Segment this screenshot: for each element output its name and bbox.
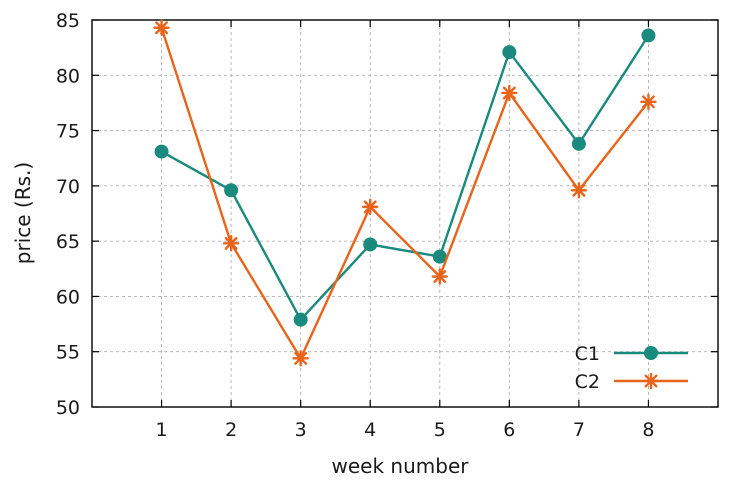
y-tick-label: 50: [56, 397, 80, 419]
plot-frame: [91, 19, 719, 408]
series-c2: [153, 19, 657, 367]
data-point-c1: [502, 45, 517, 60]
x-tick-label: 3: [295, 419, 307, 441]
series-line-c1: [160, 34, 650, 321]
data-point-c1: [224, 183, 239, 198]
series-layer: [153, 19, 657, 367]
data-point-c2: [153, 19, 170, 36]
data-point-c1: [154, 144, 169, 159]
y-tick-label: 55: [56, 342, 80, 364]
x-tick-label: 1: [156, 419, 168, 441]
y-tick-label: 70: [56, 176, 80, 198]
x-tick-label: 2: [225, 419, 237, 441]
series-line-c2: [160, 27, 650, 360]
y-tick-label: 85: [56, 10, 80, 32]
data-point-c1: [571, 136, 586, 151]
legend-marker-c1: [644, 346, 658, 360]
x-tick-label: 7: [573, 419, 585, 441]
y-tick-label: 75: [56, 121, 80, 143]
legend-label-c2: C2: [575, 371, 600, 393]
x-tick-label: 4: [364, 419, 376, 441]
series-c1: [154, 28, 656, 327]
grid: [92, 20, 718, 407]
data-point-c2: [292, 350, 309, 367]
data-point-c2: [222, 235, 240, 252]
data-point-c2: [570, 182, 588, 199]
legend-label-c1: C1: [575, 343, 600, 365]
y-tick-label: 80: [56, 65, 80, 87]
data-point-c2: [640, 93, 657, 111]
x-tick-label: 6: [503, 419, 515, 441]
y-axis-label: price (Rs.): [11, 162, 35, 264]
y-tick-label: 65: [56, 231, 80, 253]
y-tick-label: 60: [56, 286, 80, 308]
data-point-c1: [432, 249, 447, 264]
x-tick-label: 8: [642, 419, 654, 441]
data-point-c2: [362, 198, 379, 216]
x-axis-label: week number: [332, 454, 470, 478]
x-tick-label: 5: [434, 419, 446, 441]
axis-ticks: 1 2 3 4 5 6 7 8 50 55 60 65 70 75 80 85: [56, 10, 718, 441]
data-point-c1: [293, 312, 308, 327]
legend-marker-c2: [642, 372, 660, 390]
data-point-c2: [501, 84, 518, 102]
data-point-c1: [641, 28, 656, 43]
data-point-c2: [431, 268, 448, 285]
data-point-c1: [363, 237, 378, 252]
